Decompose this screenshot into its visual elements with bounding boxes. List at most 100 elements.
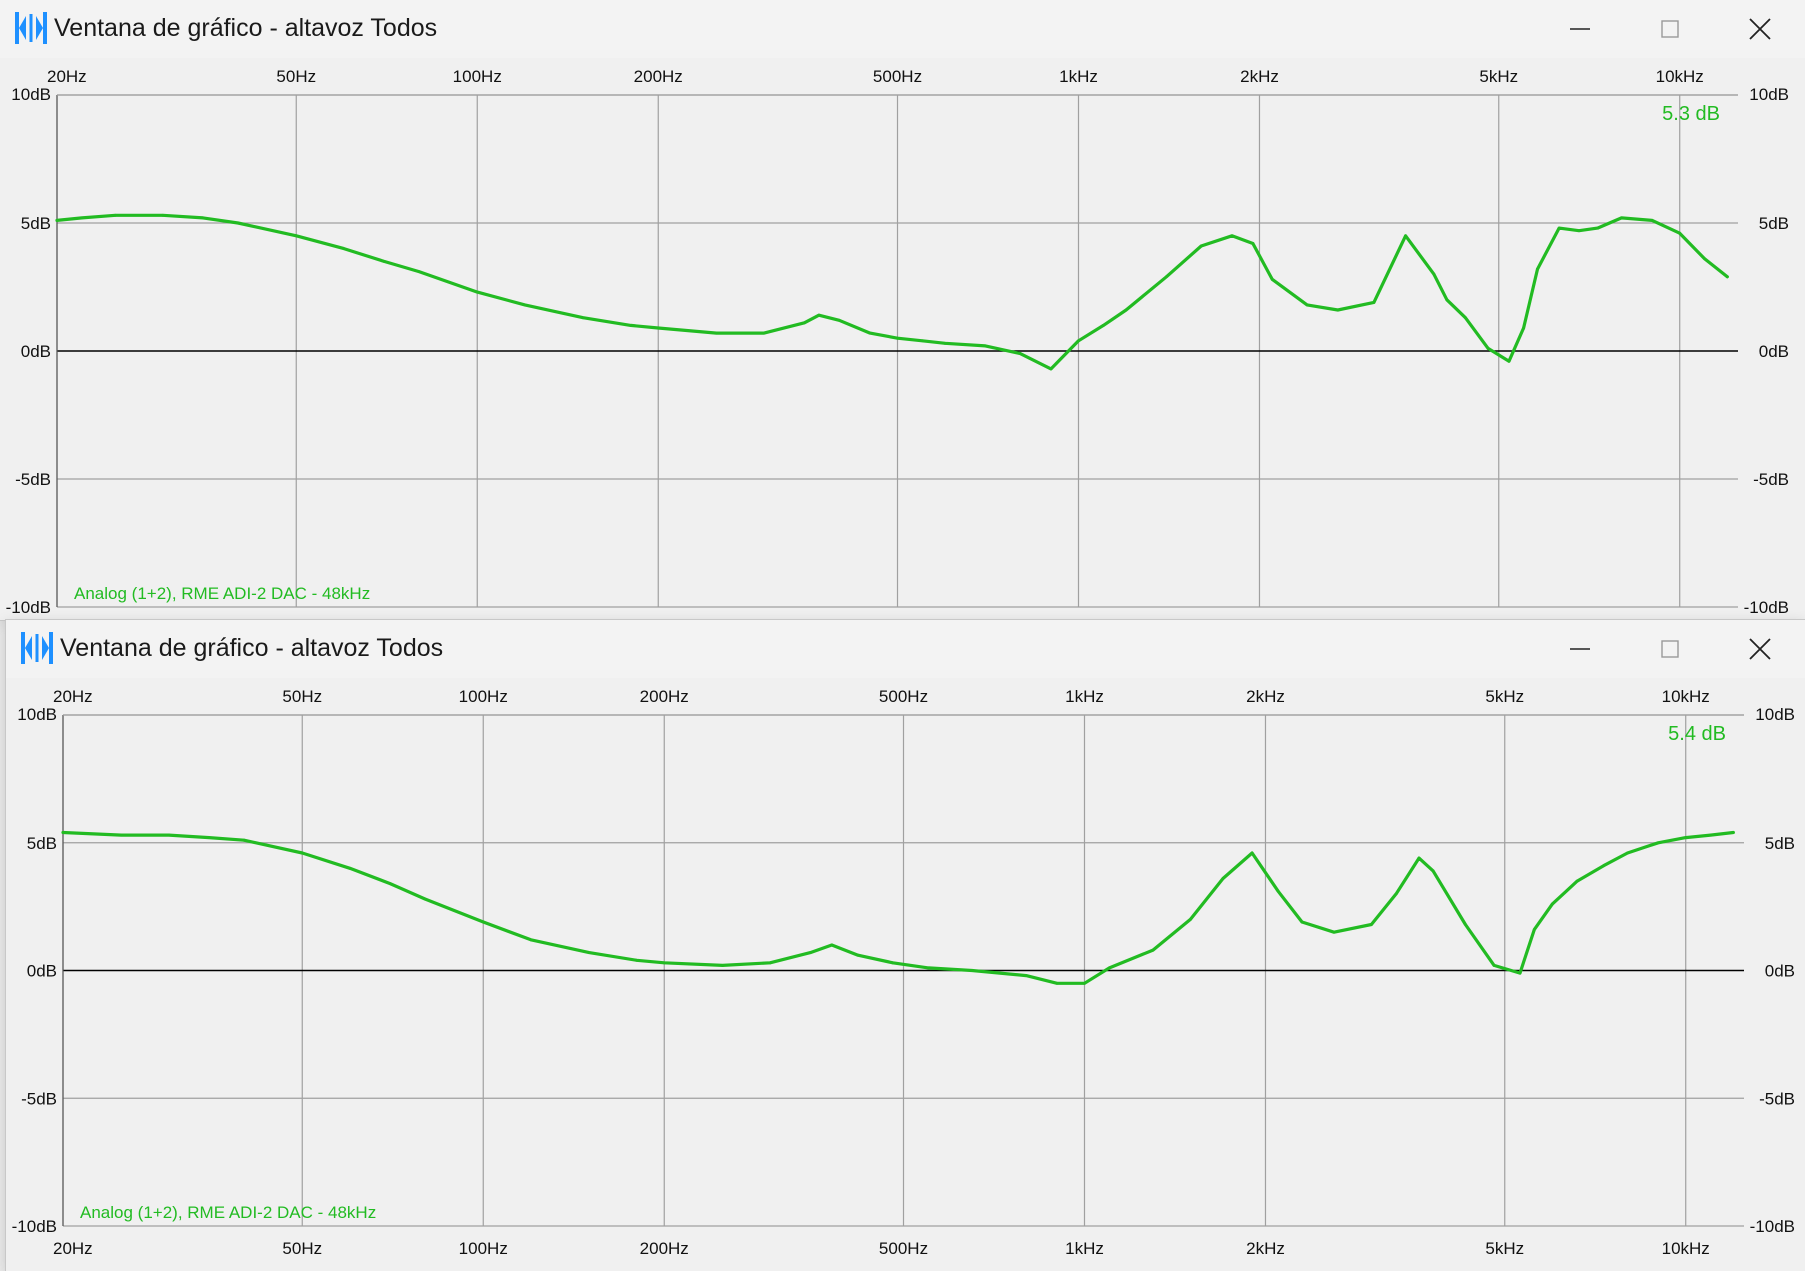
curve-point	[1332, 930, 1336, 934]
waveform-app-icon	[15, 12, 47, 44]
curve-point	[113, 213, 117, 217]
curve-point	[242, 838, 246, 842]
curve-point	[656, 326, 660, 330]
curve-point	[762, 331, 766, 335]
curve-point	[891, 961, 895, 965]
y-tick-label-left-5db: -5dB	[15, 470, 51, 489]
minimize-button[interactable]	[1535, 620, 1625, 678]
curve-point	[475, 290, 479, 294]
graph-window-1[interactable]: Ventana de gráfico - altavoz Todos 20Hz 5…	[0, 0, 1805, 620]
x-tick-label-top-100hz: 100Hz	[453, 67, 502, 86]
x-tick-label-top-1khz: 1kHz	[1065, 687, 1104, 706]
y-tick-label-left-10db: 10dB	[11, 85, 51, 104]
curve-point	[1445, 298, 1449, 302]
curve-point	[1522, 326, 1526, 330]
curve-point	[943, 341, 947, 345]
minimize-button[interactable]	[1535, 0, 1625, 58]
x-tick-label-top-5khz: 5kHz	[1479, 67, 1518, 86]
y-tick-label-right-10db: 10dB	[1755, 705, 1795, 724]
maximize-icon	[1661, 20, 1679, 38]
x-tick-label-top-100hz: 100Hz	[459, 687, 508, 706]
y-tick-label-left-0db: 0dB	[21, 342, 51, 361]
curve-point	[61, 831, 65, 834]
close-button[interactable]	[1715, 620, 1805, 678]
close-button[interactable]	[1715, 0, 1805, 58]
x-tick-label-top-50hz: 50Hz	[276, 67, 316, 86]
curve-point	[161, 213, 165, 217]
title-bar[interactable]: Ventana de gráfico - altavoz Todos	[0, 0, 1805, 58]
curve-point	[342, 247, 346, 251]
curve-point	[1432, 272, 1436, 276]
curve-point	[1557, 226, 1561, 230]
curve-point	[1486, 347, 1490, 350]
curve-point	[201, 216, 205, 220]
y-tick-label-right-5db: 5dB	[1759, 214, 1789, 233]
curve-point	[1251, 242, 1255, 245]
curve-point	[817, 313, 821, 317]
curve-point	[1372, 300, 1376, 304]
y-tick-label-right-5db: -5dB	[1753, 470, 1789, 489]
minimize-icon	[1570, 28, 1590, 30]
y-tick-label-right-10db: -10dB	[1750, 1217, 1795, 1236]
frequency-response-plot[interactable]: 20Hz 50Hz 100Hz 200Hz 500Hz 1kHz 2kHz 5kHz 10kHz…	[6, 678, 1805, 1271]
curve-point	[1336, 308, 1340, 312]
curve-point	[1463, 316, 1467, 320]
maximize-button[interactable]	[1625, 620, 1715, 678]
curve-point	[1083, 981, 1086, 985]
curve-point	[1620, 216, 1623, 220]
curve-point	[1024, 974, 1028, 978]
curve-point	[1018, 352, 1022, 355]
curve-point	[1650, 219, 1654, 222]
curve-point	[1678, 231, 1682, 235]
curve-point	[1270, 277, 1274, 281]
window-title: Ventana de gráfico - altavoz Todos	[60, 634, 444, 662]
curve-point	[1230, 234, 1234, 238]
x-tick-label-bottom-1khz: 1kHz	[1065, 1239, 1104, 1258]
curve-point	[856, 953, 860, 957]
x-tick-label-bottom-100hz: 100Hz	[459, 1239, 508, 1258]
x-tick-label-bottom-50hz: 50Hz	[282, 1239, 322, 1258]
x-tick-label-bottom-500hz: 500Hz	[879, 1239, 928, 1258]
y-tick-label-right-0db: 0dB	[1759, 342, 1789, 361]
curve-point	[581, 316, 585, 320]
curve-point	[1550, 902, 1554, 906]
frequency-response-plot[interactable]: 20Hz 50Hz 100Hz 200Hz 500Hz 1kHz 2kHz 5kHz 10kHz…	[0, 58, 1805, 620]
curve-point	[382, 260, 386, 263]
curve-point	[1507, 359, 1511, 363]
y-tick-label-right-0db: 0dB	[1765, 962, 1795, 981]
title-bar[interactable]: Ventana de gráfico - altavoz Todos	[6, 620, 1805, 678]
x-tick-label-top-1khz: 1kHz	[1059, 67, 1098, 86]
curve-point	[1164, 275, 1168, 279]
x-tick-label-top-200hz: 200Hz	[634, 67, 683, 86]
response-curve	[55, 213, 1729, 371]
curve-point	[1596, 226, 1599, 230]
y-tick-label-right-10db: 10dB	[1749, 85, 1789, 104]
maximize-button[interactable]	[1625, 0, 1715, 58]
curve-point	[1518, 971, 1522, 975]
curve-point	[1725, 275, 1729, 279]
x-tick-label-bottom-200hz: 200Hz	[640, 1239, 689, 1258]
curve-point	[635, 958, 639, 962]
curve-point	[1731, 831, 1735, 834]
x-tick-label-top-500hz: 500Hz	[879, 687, 928, 706]
x-tick-label-bottom-10khz: 10kHz	[1662, 1239, 1710, 1258]
curve-point	[167, 833, 171, 837]
y-tick-label-left-0db: 0dB	[27, 962, 57, 981]
graph-window-2[interactable]: Ventana de gráfico - altavoz Todos 20Hz 5…	[6, 620, 1805, 1271]
x-tick-label-bottom-5khz: 5kHz	[1485, 1239, 1524, 1258]
response-curve	[61, 830, 1735, 985]
x-tick-label-top-20hz: 20Hz	[47, 67, 87, 86]
x-tick-label-top-2khz: 2kHz	[1246, 687, 1285, 706]
curve-point	[983, 344, 987, 348]
curve-point	[1532, 928, 1536, 932]
curve-point	[348, 866, 352, 870]
curve-point	[587, 951, 591, 955]
curve-point	[1656, 841, 1660, 845]
window-title: Ventana de gráfico - altavoz Todos	[54, 14, 438, 42]
curve-point	[55, 219, 59, 222]
curve-point	[926, 966, 930, 970]
curve-point	[1394, 892, 1398, 896]
curve-point	[1199, 244, 1203, 248]
curve-point	[294, 234, 298, 238]
curve-point	[1536, 267, 1539, 271]
